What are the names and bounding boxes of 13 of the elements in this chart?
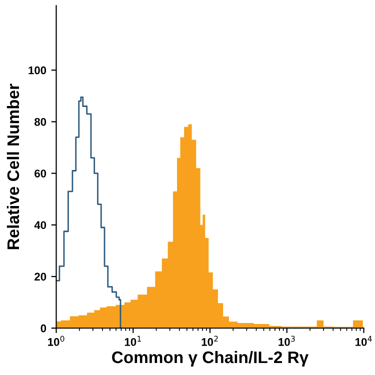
x-tick-label: 10$^{2}$ — [202, 336, 218, 346]
y-tick-label: 0 — [40, 324, 46, 332]
y-tick-label: 80 — [34, 118, 46, 126]
x-tick-label: 10$^{3}$ — [278, 336, 295, 346]
y-tick-label: 20 — [34, 272, 46, 281]
x-tick-label: 10$^{0}$ — [48, 336, 64, 346]
y-tick-label: 40 — [34, 221, 46, 230]
y-tick-label: 60 — [34, 170, 46, 178]
x-tick-label: 10$^{1}$ — [124, 336, 141, 346]
y-tick-label: 100 — [28, 66, 46, 74]
x-axis-title: Common γ Chain/IL-2 Rγ — [112, 350, 309, 367]
y-axis-title: Relative Cell Number — [6, 84, 20, 250]
x-tick-label: 10$^{4}$ — [356, 336, 372, 346]
